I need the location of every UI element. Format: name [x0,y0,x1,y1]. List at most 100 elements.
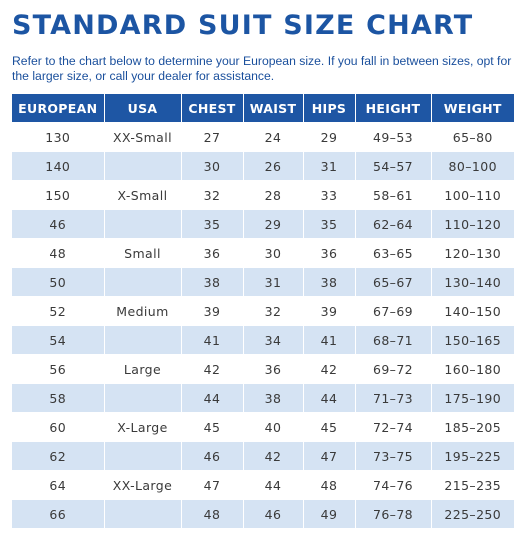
cell-height: 67–69 [355,296,432,326]
col-header-height: HEIGHT [355,94,432,123]
cell-chest: 39 [181,296,244,326]
page-title: STANDARD SUIT SIZE CHART [12,10,474,41]
cell-waist: 44 [243,470,304,500]
cell-chest: 42 [181,354,244,384]
cell-hips: 36 [303,238,356,268]
table-row: 52 Medium 39 32 39 67–69 140–150 [12,296,514,326]
cell-chest: 46 [181,441,244,471]
cell-height: 69–72 [355,354,432,384]
cell-usa [104,383,182,413]
cell-height: 73–75 [355,441,432,471]
cell-height: 72–74 [355,412,432,442]
cell-usa [104,499,182,529]
table-row: 140 30 26 31 54–57 80–100 [12,151,514,181]
cell-chest: 27 [181,122,244,152]
col-header-chest: CHEST [181,94,244,123]
table-row: 64 XX-Large 47 44 48 74–76 215–235 [12,470,514,500]
table-row: 62 46 42 47 73–75 195–225 [12,441,514,471]
table-row: 130 XX-Small 27 24 29 49–53 65–80 [12,122,514,152]
cell-usa [104,441,182,471]
cell-hips: 33 [303,180,356,210]
cell-weight: 65–80 [431,122,514,152]
cell-height: 76–78 [355,499,432,529]
cell-weight: 110–120 [431,209,514,239]
cell-european: 56 [12,354,105,384]
table-row: 50 38 31 38 65–67 130–140 [12,267,514,297]
cell-weight: 140–150 [431,296,514,326]
cell-hips: 35 [303,209,356,239]
cell-hips: 39 [303,296,356,326]
cell-usa [104,325,182,355]
cell-waist: 28 [243,180,304,210]
cell-height: 63–65 [355,238,432,268]
cell-waist: 32 [243,296,304,326]
cell-waist: 46 [243,499,304,529]
cell-weight: 100–110 [431,180,514,210]
cell-waist: 36 [243,354,304,384]
col-header-weight: WEIGHT [431,94,514,123]
table-row: 58 44 38 44 71–73 175–190 [12,383,514,413]
cell-european: 150 [12,180,105,210]
cell-weight: 195–225 [431,441,514,471]
col-header-european: EUROPEAN [12,94,105,123]
cell-european: 140 [12,151,105,181]
table-row: 150 X-Small 32 28 33 58–61 100–110 [12,180,514,210]
cell-hips: 45 [303,412,356,442]
cell-chest: 44 [181,383,244,413]
cell-weight: 185–205 [431,412,514,442]
cell-weight: 130–140 [431,267,514,297]
cell-european: 60 [12,412,105,442]
cell-european: 48 [12,238,105,268]
cell-hips: 31 [303,151,356,181]
cell-chest: 41 [181,325,244,355]
cell-usa: X-Large [104,412,182,442]
col-header-hips: HIPS [303,94,356,123]
cell-height: 49–53 [355,122,432,152]
cell-weight: 120–130 [431,238,514,268]
cell-european: 46 [12,209,105,239]
cell-waist: 30 [243,238,304,268]
cell-hips: 42 [303,354,356,384]
cell-european: 130 [12,122,105,152]
cell-european: 50 [12,267,105,297]
cell-usa [104,267,182,297]
cell-waist: 31 [243,267,304,297]
cell-waist: 29 [243,209,304,239]
cell-usa: Large [104,354,182,384]
cell-usa [104,209,182,239]
table-row: 54 41 34 41 68–71 150–165 [12,325,514,355]
cell-height: 71–73 [355,383,432,413]
cell-waist: 34 [243,325,304,355]
cell-height: 58–61 [355,180,432,210]
col-header-usa: USA [104,94,182,123]
cell-waist: 24 [243,122,304,152]
cell-usa [104,151,182,181]
cell-weight: 80–100 [431,151,514,181]
cell-european: 62 [12,441,105,471]
cell-hips: 41 [303,325,356,355]
cell-chest: 36 [181,238,244,268]
table-row: 60 X-Large 45 40 45 72–74 185–205 [12,412,514,442]
cell-chest: 32 [181,180,244,210]
cell-waist: 40 [243,412,304,442]
cell-waist: 42 [243,441,304,471]
col-header-waist: WAIST [243,94,304,123]
cell-height: 68–71 [355,325,432,355]
cell-european: 66 [12,499,105,529]
cell-chest: 47 [181,470,244,500]
cell-height: 74–76 [355,470,432,500]
cell-hips: 47 [303,441,356,471]
cell-weight: 175–190 [431,383,514,413]
table-row: 56 Large 42 36 42 69–72 160–180 [12,354,514,384]
cell-height: 54–57 [355,151,432,181]
table-row: 46 35 29 35 62–64 110–120 [12,209,514,239]
cell-weight: 160–180 [431,354,514,384]
cell-weight: 225–250 [431,499,514,529]
cell-chest: 35 [181,209,244,239]
cell-weight: 150–165 [431,325,514,355]
cell-chest: 48 [181,499,244,529]
cell-chest: 45 [181,412,244,442]
size-chart-table: EUROPEAN USA CHEST WAIST HIPS HEIGHT WEI… [12,94,514,529]
cell-height: 62–64 [355,209,432,239]
cell-usa: XX-Small [104,122,182,152]
